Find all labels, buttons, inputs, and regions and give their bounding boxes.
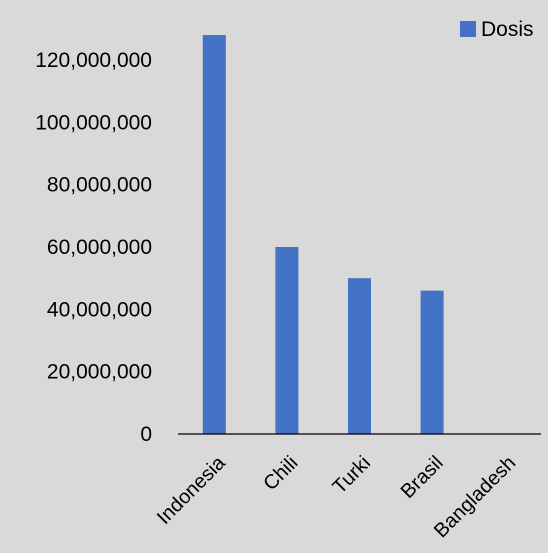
y-tick-label: 20,000,000: [47, 361, 152, 384]
y-tick-label: 120,000,000: [35, 49, 152, 72]
bar-turki: [348, 278, 371, 434]
legend-label: Dosis: [481, 18, 534, 41]
legend: Dosis: [460, 18, 534, 41]
bar-indonesia: [202, 35, 226, 435]
y-tick-label: 80,000,000: [47, 174, 152, 197]
y-tick-label: 40,000,000: [47, 298, 152, 321]
x-category-label: Turki: [329, 452, 375, 498]
y-axis-tick-labels: 0 20,000,000 40,000,000 60,000,000 80,000,00…: [35, 49, 152, 446]
bar-chili: [275, 247, 299, 434]
legend-swatch: [460, 21, 476, 37]
x-category-label: Chili: [259, 452, 302, 495]
bar-series: [202, 35, 444, 435]
bar-brasil: [420, 290, 444, 434]
y-tick-label: 100,000,000: [35, 111, 152, 134]
y-tick-label: 0: [140, 423, 152, 446]
x-category-label: Indonesia: [153, 451, 231, 529]
x-category-label: Brasil: [397, 452, 448, 503]
y-tick-label: 60,000,000: [47, 236, 152, 259]
